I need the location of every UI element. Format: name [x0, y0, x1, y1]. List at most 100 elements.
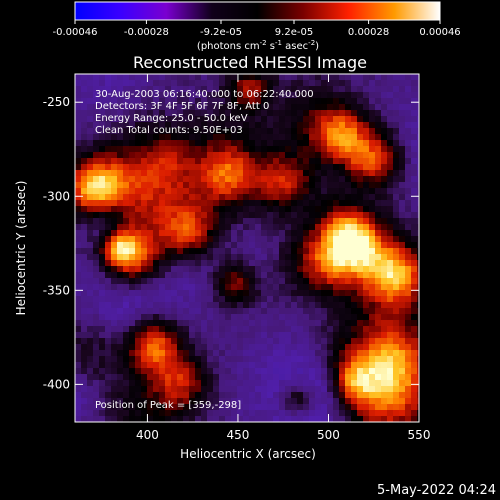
heatmap-cell — [93, 284, 100, 291]
heatmap-cell — [357, 230, 364, 237]
heatmap-cell — [165, 152, 172, 159]
heatmap-cell — [189, 380, 196, 387]
y-tick-label: -300 — [43, 189, 70, 203]
heatmap-cell — [231, 356, 238, 363]
heatmap-cell — [297, 98, 304, 105]
heatmap-cell — [345, 356, 352, 363]
heatmap-cell — [111, 224, 118, 231]
heatmap-cell — [327, 104, 334, 111]
heatmap-cell — [345, 398, 352, 405]
heatmap-cell — [99, 344, 106, 351]
heatmap-cell — [405, 272, 412, 279]
heatmap-cell — [363, 152, 370, 159]
heatmap-cell — [273, 320, 280, 327]
heatmap-cell — [387, 218, 394, 225]
heatmap-cell — [171, 128, 178, 135]
heatmap-cell — [141, 140, 148, 147]
heatmap-cell — [351, 272, 358, 279]
heatmap-cell — [279, 302, 286, 309]
heatmap-cell — [129, 290, 136, 297]
heatmap-cell — [351, 278, 358, 285]
heatmap-cell — [75, 164, 82, 171]
heatmap-cell — [327, 410, 334, 417]
heatmap-cell — [285, 332, 292, 339]
heatmap-cell — [165, 368, 172, 375]
heatmap-cell — [351, 158, 358, 165]
heatmap-cell — [375, 116, 382, 123]
heatmap-cell — [285, 320, 292, 327]
heatmap-cell — [291, 344, 298, 351]
heatmap-cell — [411, 104, 418, 111]
heatmap-cell — [105, 266, 112, 273]
heatmap-cell — [345, 92, 352, 99]
heatmap-cell — [111, 188, 118, 195]
heatmap-cell — [135, 146, 142, 153]
heatmap-cell — [105, 404, 112, 411]
heatmap-cell — [219, 254, 226, 261]
heatmap-cell — [309, 266, 316, 273]
heatmap-cell — [171, 152, 178, 159]
heatmap-cell — [387, 146, 394, 153]
heatmap-cell — [105, 338, 112, 345]
heatmap-cell — [183, 326, 190, 333]
heatmap-cell — [153, 320, 160, 327]
heatmap-cell — [213, 122, 220, 129]
heatmap-cell — [363, 320, 370, 327]
heatmap-cell — [309, 122, 316, 129]
heatmap-cell — [219, 110, 226, 117]
heatmap-cell — [231, 104, 238, 111]
heatmap-cell — [147, 404, 154, 411]
heatmap-cell — [183, 218, 190, 225]
heatmap-cell — [357, 278, 364, 285]
heatmap-cell — [399, 206, 406, 213]
heatmap-cell — [225, 98, 232, 105]
heatmap-cell — [381, 380, 388, 387]
heatmap-cell — [243, 98, 250, 105]
heatmap-cell — [135, 284, 142, 291]
heatmap-cell — [249, 224, 256, 231]
heatmap-cell — [333, 110, 340, 117]
heatmap-cell — [81, 332, 88, 339]
heatmap-cell — [225, 248, 232, 255]
heatmap-cell — [357, 332, 364, 339]
heatmap-cell — [369, 290, 376, 297]
heatmap-cell — [237, 404, 244, 411]
heatmap-cell — [219, 356, 226, 363]
heatmap-cell — [159, 338, 166, 345]
heatmap-cell — [309, 380, 316, 387]
heatmap-cell — [249, 92, 256, 99]
heatmap-cell — [267, 176, 274, 183]
heatmap-cell — [81, 254, 88, 261]
heatmap-cell — [195, 248, 202, 255]
heatmap-cell — [363, 404, 370, 411]
heatmap-cell — [213, 248, 220, 255]
heatmap-cell — [231, 410, 238, 417]
heatmap-cell — [93, 74, 100, 81]
heatmap-cell — [243, 110, 250, 117]
heatmap-cell — [129, 380, 136, 387]
heatmap-cell — [225, 212, 232, 219]
heatmap-cell — [411, 290, 418, 297]
heatmap-cell — [411, 140, 418, 147]
heatmap-cell — [411, 362, 418, 369]
heatmap-cell — [405, 212, 412, 219]
heatmap-cell — [375, 308, 382, 315]
heatmap-cell — [219, 296, 226, 303]
heatmap-cell — [387, 350, 394, 357]
heatmap-cell — [159, 368, 166, 375]
heatmap-cell — [153, 74, 160, 81]
heatmap-cell — [117, 152, 124, 159]
heatmap-cell — [237, 266, 244, 273]
heatmap-cell — [387, 248, 394, 255]
heatmap-cell — [315, 356, 322, 363]
heatmap-cell — [399, 344, 406, 351]
heatmap-cell — [297, 188, 304, 195]
heatmap-cell — [231, 224, 238, 231]
heatmap-cell — [189, 362, 196, 369]
heatmap-cell — [303, 380, 310, 387]
heatmap-cell — [351, 374, 358, 381]
heatmap-cell — [345, 254, 352, 261]
heatmap-cell — [369, 350, 376, 357]
heatmap-cell — [327, 308, 334, 315]
heatmap-cell — [123, 350, 130, 357]
